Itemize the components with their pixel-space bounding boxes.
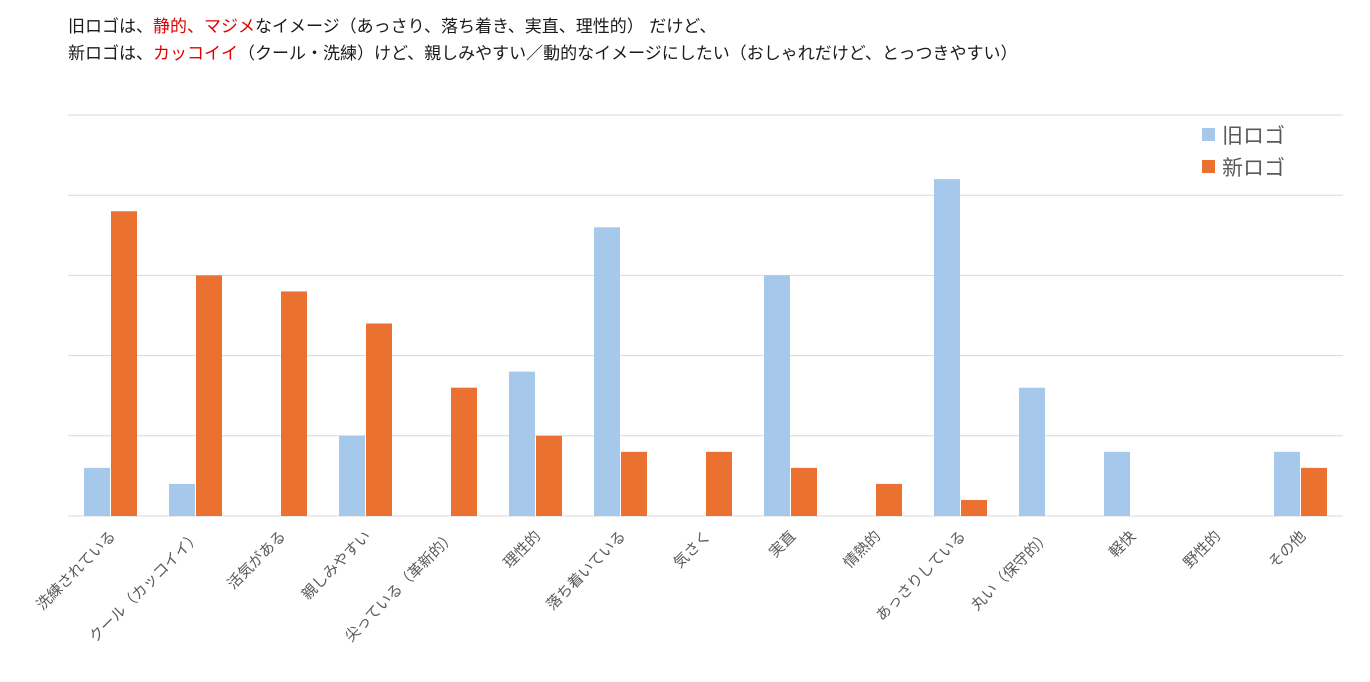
bar-new-logo [1301, 467, 1327, 516]
bar-old-logo [594, 227, 620, 516]
caption-line-1-before: 旧ロゴは、 [68, 17, 153, 37]
legend-swatch [1202, 160, 1215, 173]
legend-label: 新ロゴ [1222, 156, 1285, 180]
bar-new-logo [366, 323, 392, 516]
category-label: 気さく [670, 527, 715, 572]
category-label: 理性的 [500, 527, 545, 572]
category-label: 情熱的 [840, 527, 885, 572]
bar-new-logo [196, 275, 222, 516]
bar-new-logo [536, 435, 562, 516]
category-label: 野性的 [1180, 527, 1225, 572]
legend-label: 旧ロゴ [1222, 124, 1285, 148]
category-label: その他 [1265, 527, 1310, 572]
bar-new-logo [961, 499, 987, 516]
bar-old-logo [169, 483, 195, 516]
category-label: あっさりしている [872, 527, 969, 624]
bar-old-logo [339, 435, 365, 516]
category-label: 活気がある [224, 527, 290, 593]
caption-line-2-highlight: カッコイイ [153, 44, 238, 64]
caption-line-2-after: （クール・洗練）けど、親しみやすい／動的なイメージにしたい（おしゃれだけど、とっ… [238, 44, 1018, 64]
caption-line-1-after: なイメージ（あっさり、落ち着き、実直、理性的） だけど、 [255, 17, 717, 37]
bar-old-logo [1274, 451, 1300, 516]
legend-swatch [1202, 128, 1215, 141]
category-label: 軽快 [1105, 527, 1139, 561]
caption-line-1-highlight: 静的、マジメ [153, 17, 255, 37]
category-label: 実直 [765, 527, 799, 561]
bar-new-logo [706, 451, 732, 516]
category-label: 丸い（保守的） [967, 527, 1054, 614]
bar-old-logo [1019, 387, 1045, 516]
bar-new-logo [281, 291, 307, 516]
category-label: 洗練されている [33, 527, 120, 614]
category-label: 親しみやすい [298, 527, 374, 603]
bar-new-logo [451, 387, 477, 516]
bar-new-logo [621, 451, 647, 516]
chart-caption: 旧ロゴは、静的、マジメなイメージ（あっさり、落ち着き、実直、理性的） だけど、 … [68, 14, 1017, 68]
bar-old-logo [84, 467, 110, 516]
bar-new-logo [111, 211, 137, 517]
caption-line-2: 新ロゴは、カッコイイ（クール・洗練）けど、親しみやすい／動的なイメージにしたい（… [68, 41, 1017, 68]
category-label: 落ち着いている [543, 527, 630, 614]
bar-new-logo [876, 483, 902, 516]
bar-new-logo [791, 467, 817, 516]
bar-old-logo [764, 275, 790, 516]
bar-old-logo [934, 179, 960, 516]
bar-old-logo [509, 371, 535, 516]
caption-line-2-before: 新ロゴは、 [68, 44, 153, 64]
caption-line-1: 旧ロゴは、静的、マジメなイメージ（あっさり、落ち着き、実直、理性的） だけど、 [68, 14, 1017, 41]
bar-old-logo [1104, 451, 1130, 516]
